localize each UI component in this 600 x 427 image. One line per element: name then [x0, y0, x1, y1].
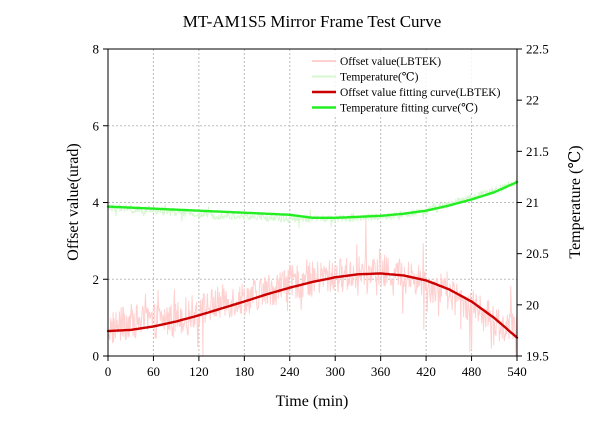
y-right-tick-label: 22.5: [526, 42, 549, 57]
y-axis-right: 19.5 20 20.5 21 21.5 22 22.5: [517, 42, 549, 364]
y-right-tick-label: 21.5: [526, 144, 549, 159]
y-right-tick-label: 21: [526, 195, 539, 210]
x-tick-label: 540: [507, 364, 527, 379]
y-left-tick-label: 6: [93, 118, 100, 133]
x-tick-label: 60: [147, 364, 160, 379]
y-left-tick-label: 0: [93, 349, 100, 364]
y-left-tick-label: 4: [93, 195, 100, 210]
legend-label: Offset value fitting curve(LBTEK): [340, 87, 501, 99]
x-tick-label: 420: [416, 364, 436, 379]
y-right-tick-label: 20.5: [526, 246, 549, 261]
y-axis-left-label: Offset value(urad): [65, 143, 82, 260]
x-tick-label: 120: [189, 364, 209, 379]
series-layer: [106, 179, 519, 357]
x-tick-label: 300: [325, 364, 345, 379]
series-fit-line: [106, 272, 519, 339]
x-axis-label: Time (min): [276, 393, 349, 410]
series-raw-line: [107, 218, 518, 357]
legend-box: [308, 50, 516, 116]
x-axis: 0 60 120 180 240 300 360 420 480 540: [105, 356, 527, 379]
y-right-tick-label: 22: [526, 93, 539, 108]
x-tick-label: 240: [280, 364, 300, 379]
x-tick-label: 0: [105, 364, 112, 379]
series-fit-line: [106, 180, 519, 219]
x-tick-label: 180: [235, 364, 255, 379]
y-axis-left: 0 2 4 6 8: [93, 42, 108, 364]
y-left-tick-label: 2: [93, 272, 100, 287]
x-tick-label: 480: [462, 364, 482, 379]
legend: Offset value(LBTEK) Temperature(℃) Offset …: [308, 50, 516, 116]
y-axis-right-label: Temperature (℃): [567, 145, 584, 258]
legend-label: Temperature fitting curve(℃): [340, 103, 478, 115]
y-right-tick-label: 20: [526, 297, 539, 312]
y-left-tick-label: 8: [93, 42, 100, 57]
x-tick-label: 360: [371, 364, 391, 379]
y-right-tick-label: 19.5: [526, 349, 549, 364]
legend-label: Temperature(℃): [340, 72, 419, 84]
chart-title: MT-AM1S5 Mirror Frame Test Curve: [183, 12, 442, 31]
legend-label: Offset value(LBTEK): [340, 56, 441, 68]
